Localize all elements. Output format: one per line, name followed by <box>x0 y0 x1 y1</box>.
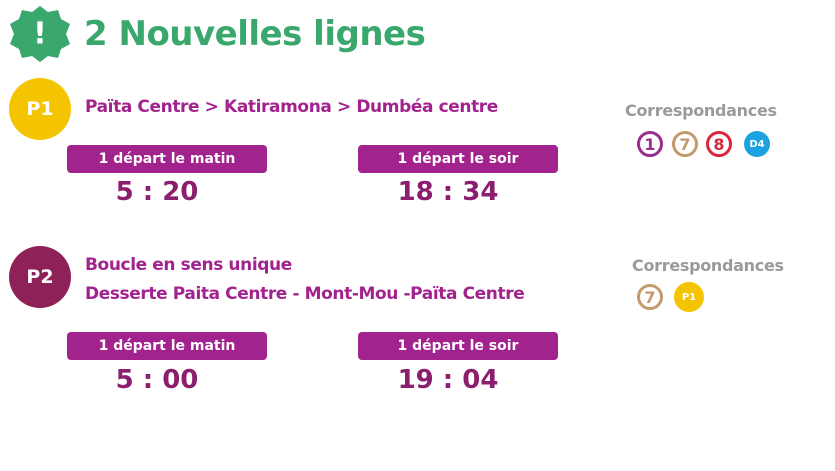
connection-badge: P1 <box>674 282 704 312</box>
badge-text: ! <box>33 17 47 52</box>
connections-title: Correspondances <box>632 256 784 275</box>
connection-badge: 7 <box>637 284 663 310</box>
departure-label: 1 départ le matin <box>67 145 267 173</box>
connections-title: Correspondances <box>625 101 777 120</box>
departure-time: 19 : 04 <box>397 365 499 395</box>
connection-badge: 1 <box>637 131 663 157</box>
departure-time: 5 : 00 <box>115 365 199 395</box>
alert-badge: ! <box>10 6 70 62</box>
route: Desserte Paita Centre - Mont-Mou -Païta … <box>85 284 525 304</box>
departure-time: 5 : 20 <box>115 177 199 207</box>
line-code: P2 <box>9 246 71 308</box>
connection-badge: D4 <box>744 131 770 157</box>
connection-badge: 8 <box>706 131 732 157</box>
connection-badge: 7 <box>672 131 698 157</box>
departure-label: 1 départ le soir <box>358 145 558 173</box>
title: 2 Nouvelles lignes <box>84 14 426 54</box>
departure-label: 1 départ le soir <box>358 332 558 360</box>
route: Boucle en sens unique <box>85 255 292 275</box>
departure-time: 18 : 34 <box>397 177 499 207</box>
route: Païta Centre > Katiramona > Dumbéa centr… <box>85 97 498 117</box>
line-code: P1 <box>9 78 71 140</box>
departure-label: 1 départ le matin <box>67 332 267 360</box>
